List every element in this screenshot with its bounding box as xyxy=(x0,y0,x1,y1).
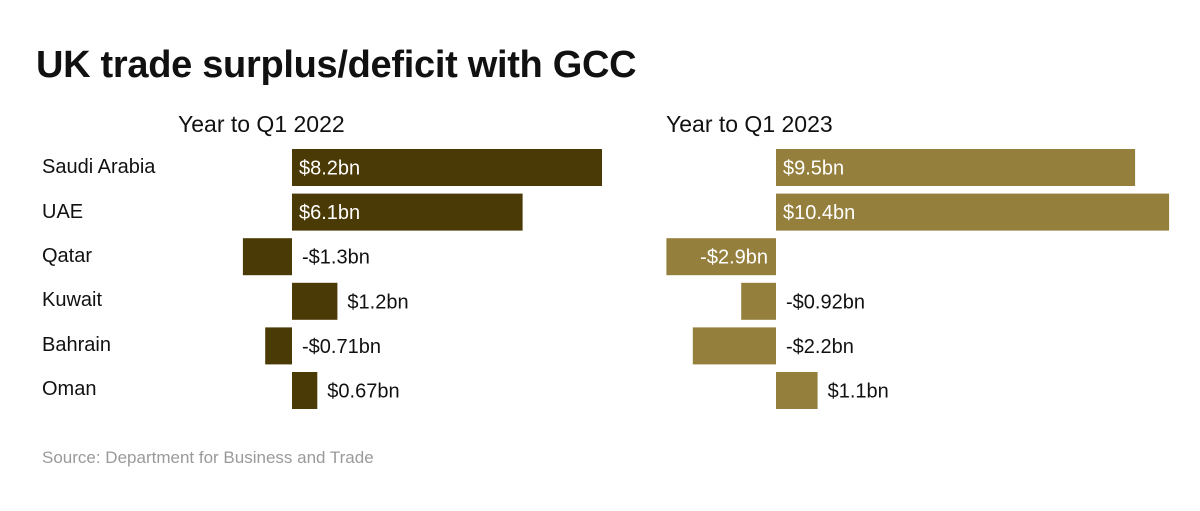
bar-2023-bahrain xyxy=(692,327,776,365)
data-label-2023-qatar: -$2.9bn xyxy=(700,247,768,269)
bar-2023-kuwait xyxy=(741,282,776,320)
source-note: Source: Department for Business and Trad… xyxy=(42,448,374,467)
data-label-2022-uae: $6.1bn xyxy=(299,202,360,224)
bar-2022-bahrain xyxy=(265,327,292,365)
bar-2022-kuwait xyxy=(292,282,338,320)
data-label-2022-bahrain: -$0.71bn xyxy=(302,336,381,358)
bar-2022-qatar xyxy=(242,238,292,276)
category-label-uae: UAE xyxy=(42,201,84,223)
bar-2022-oman xyxy=(292,372,318,409)
data-label-2023-saudi-arabia: $9.5bn xyxy=(783,158,844,180)
data-label-2023-oman: $1.1bn xyxy=(828,381,889,403)
data-label-2022-qatar: -$1.3bn xyxy=(302,247,370,269)
category-label-saudi-arabia: Saudi Arabia xyxy=(42,156,156,178)
bar-2023-oman xyxy=(776,372,818,409)
panel-title-2022: Year to Q1 2022 xyxy=(178,111,345,137)
bar-2022-uae xyxy=(292,193,523,231)
data-label-2023-bahrain: -$2.2bn xyxy=(786,336,854,358)
category-label-qatar: Qatar xyxy=(42,245,93,267)
chart-title: UK trade surplus/deficit with GCC xyxy=(36,44,637,86)
category-label-bahrain: Bahrain xyxy=(42,334,111,356)
category-label-oman: Oman xyxy=(42,378,97,400)
panel-title-2023: Year to Q1 2023 xyxy=(666,111,833,137)
data-label-2023-uae: $10.4bn xyxy=(783,202,855,224)
bar-2022-saudi-arabia xyxy=(292,149,602,186)
data-label-2022-kuwait: $1.2bn xyxy=(347,291,408,313)
data-label-2022-saudi-arabia: $8.2bn xyxy=(299,158,360,180)
data-label-2023-kuwait: -$0.92bn xyxy=(786,291,865,313)
bar-2023-saudi-arabia xyxy=(776,149,1136,186)
bar-2023-qatar xyxy=(666,238,776,276)
bar-2023-uae xyxy=(776,193,1170,231)
category-label-kuwait: Kuwait xyxy=(42,289,103,311)
data-label-2022-oman: $0.67bn xyxy=(327,381,399,403)
